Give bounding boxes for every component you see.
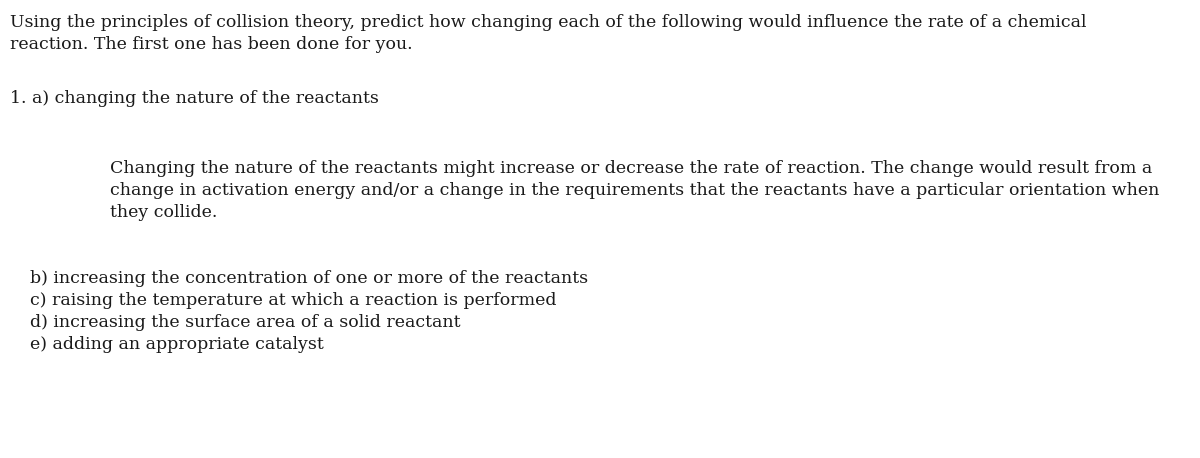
Text: they collide.: they collide. [110, 204, 217, 221]
Text: d) increasing the surface area of a solid reactant: d) increasing the surface area of a soli… [30, 314, 461, 331]
Text: e) adding an appropriate catalyst: e) adding an appropriate catalyst [30, 336, 324, 353]
Text: change in activation energy and/or a change in the requirements that the reactan: change in activation energy and/or a cha… [110, 182, 1159, 199]
Text: reaction. The first one has been done for you.: reaction. The first one has been done fo… [10, 36, 413, 53]
Text: Using the principles of collision theory, predict how changing each of the follo: Using the principles of collision theory… [10, 14, 1086, 31]
Text: b) increasing the concentration of one or more of the reactants: b) increasing the concentration of one o… [30, 270, 588, 287]
Text: 1. a) changing the nature of the reactants: 1. a) changing the nature of the reactan… [10, 90, 379, 107]
Text: Changing the nature of the reactants might increase or decrease the rate of reac: Changing the nature of the reactants mig… [110, 160, 1152, 177]
Text: c) raising the temperature at which a reaction is performed: c) raising the temperature at which a re… [30, 292, 557, 309]
